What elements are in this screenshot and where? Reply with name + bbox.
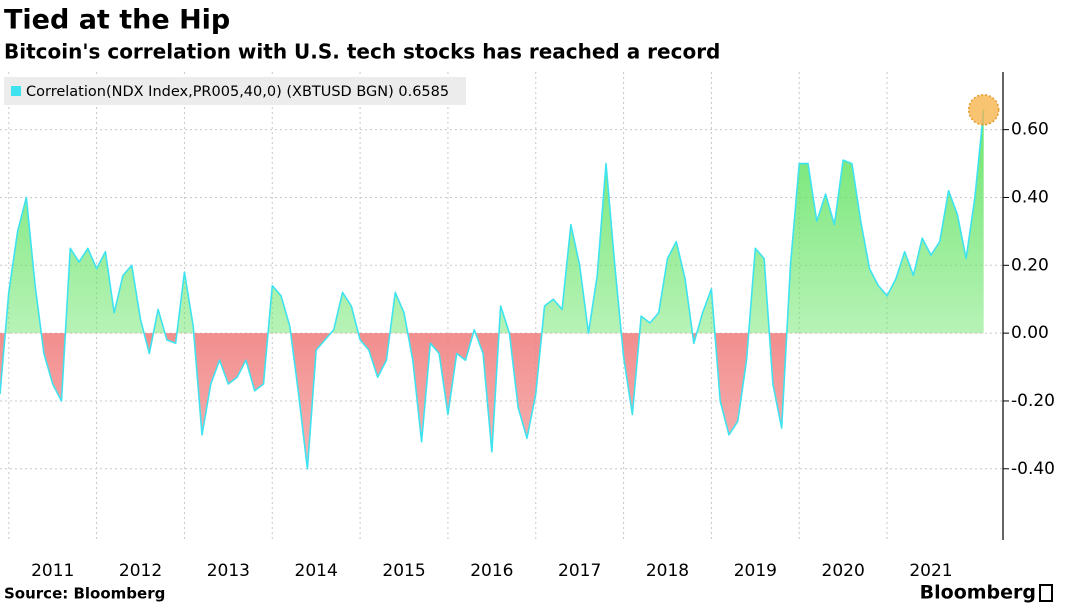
brand-logo: Bloomberg (920, 582, 1036, 604)
x-tick-label: 2020 (822, 561, 865, 581)
x-tick-label: 2019 (734, 561, 777, 581)
y-tick-label: 0.20 (1011, 255, 1049, 275)
y-tick-label: -0.20 (1011, 391, 1055, 411)
x-tick-label: 2015 (382, 561, 425, 581)
x-tick-label: 2012 (119, 561, 162, 581)
chart-subtitle: Bitcoin's correlation with U.S. tech sto… (4, 40, 720, 64)
highlight-marker (967, 94, 1000, 126)
legend-label: Correlation(NDX Index,PR005,40,0) (XBTUS… (26, 84, 449, 100)
legend-swatch (11, 86, 21, 96)
legend-box (4, 77, 466, 105)
area-fill (0, 109, 984, 469)
legend: Correlation(NDX Index,PR005,40,0) (XBTUS… (4, 77, 466, 105)
x-tick-label: 2018 (646, 561, 689, 581)
y-tick-label: 0.40 (1011, 187, 1049, 207)
x-tick-label: 2011 (31, 561, 74, 581)
brand-icon (1039, 584, 1053, 602)
x-tick-label: 2017 (558, 561, 601, 581)
series-line (0, 109, 985, 470)
x-tick-label: 2016 (470, 561, 513, 581)
x-tick-label: 2013 (207, 561, 250, 581)
chart-title: Tied at the Hip (4, 5, 230, 36)
source-note: Source: Bloomberg (4, 585, 165, 603)
y-tick-label: -0.40 (1011, 459, 1055, 479)
y-tick-label: 0.00 (1011, 323, 1049, 343)
x-tick-label: 2014 (295, 561, 338, 581)
plot-area: 0.60 0.40 0.20 0.00 -0.20 -0.40 2011 2012 2013 20… (0, 72, 1055, 581)
y-tick-label: 0.60 (1011, 120, 1049, 140)
x-tick-label: 2021 (909, 561, 952, 581)
